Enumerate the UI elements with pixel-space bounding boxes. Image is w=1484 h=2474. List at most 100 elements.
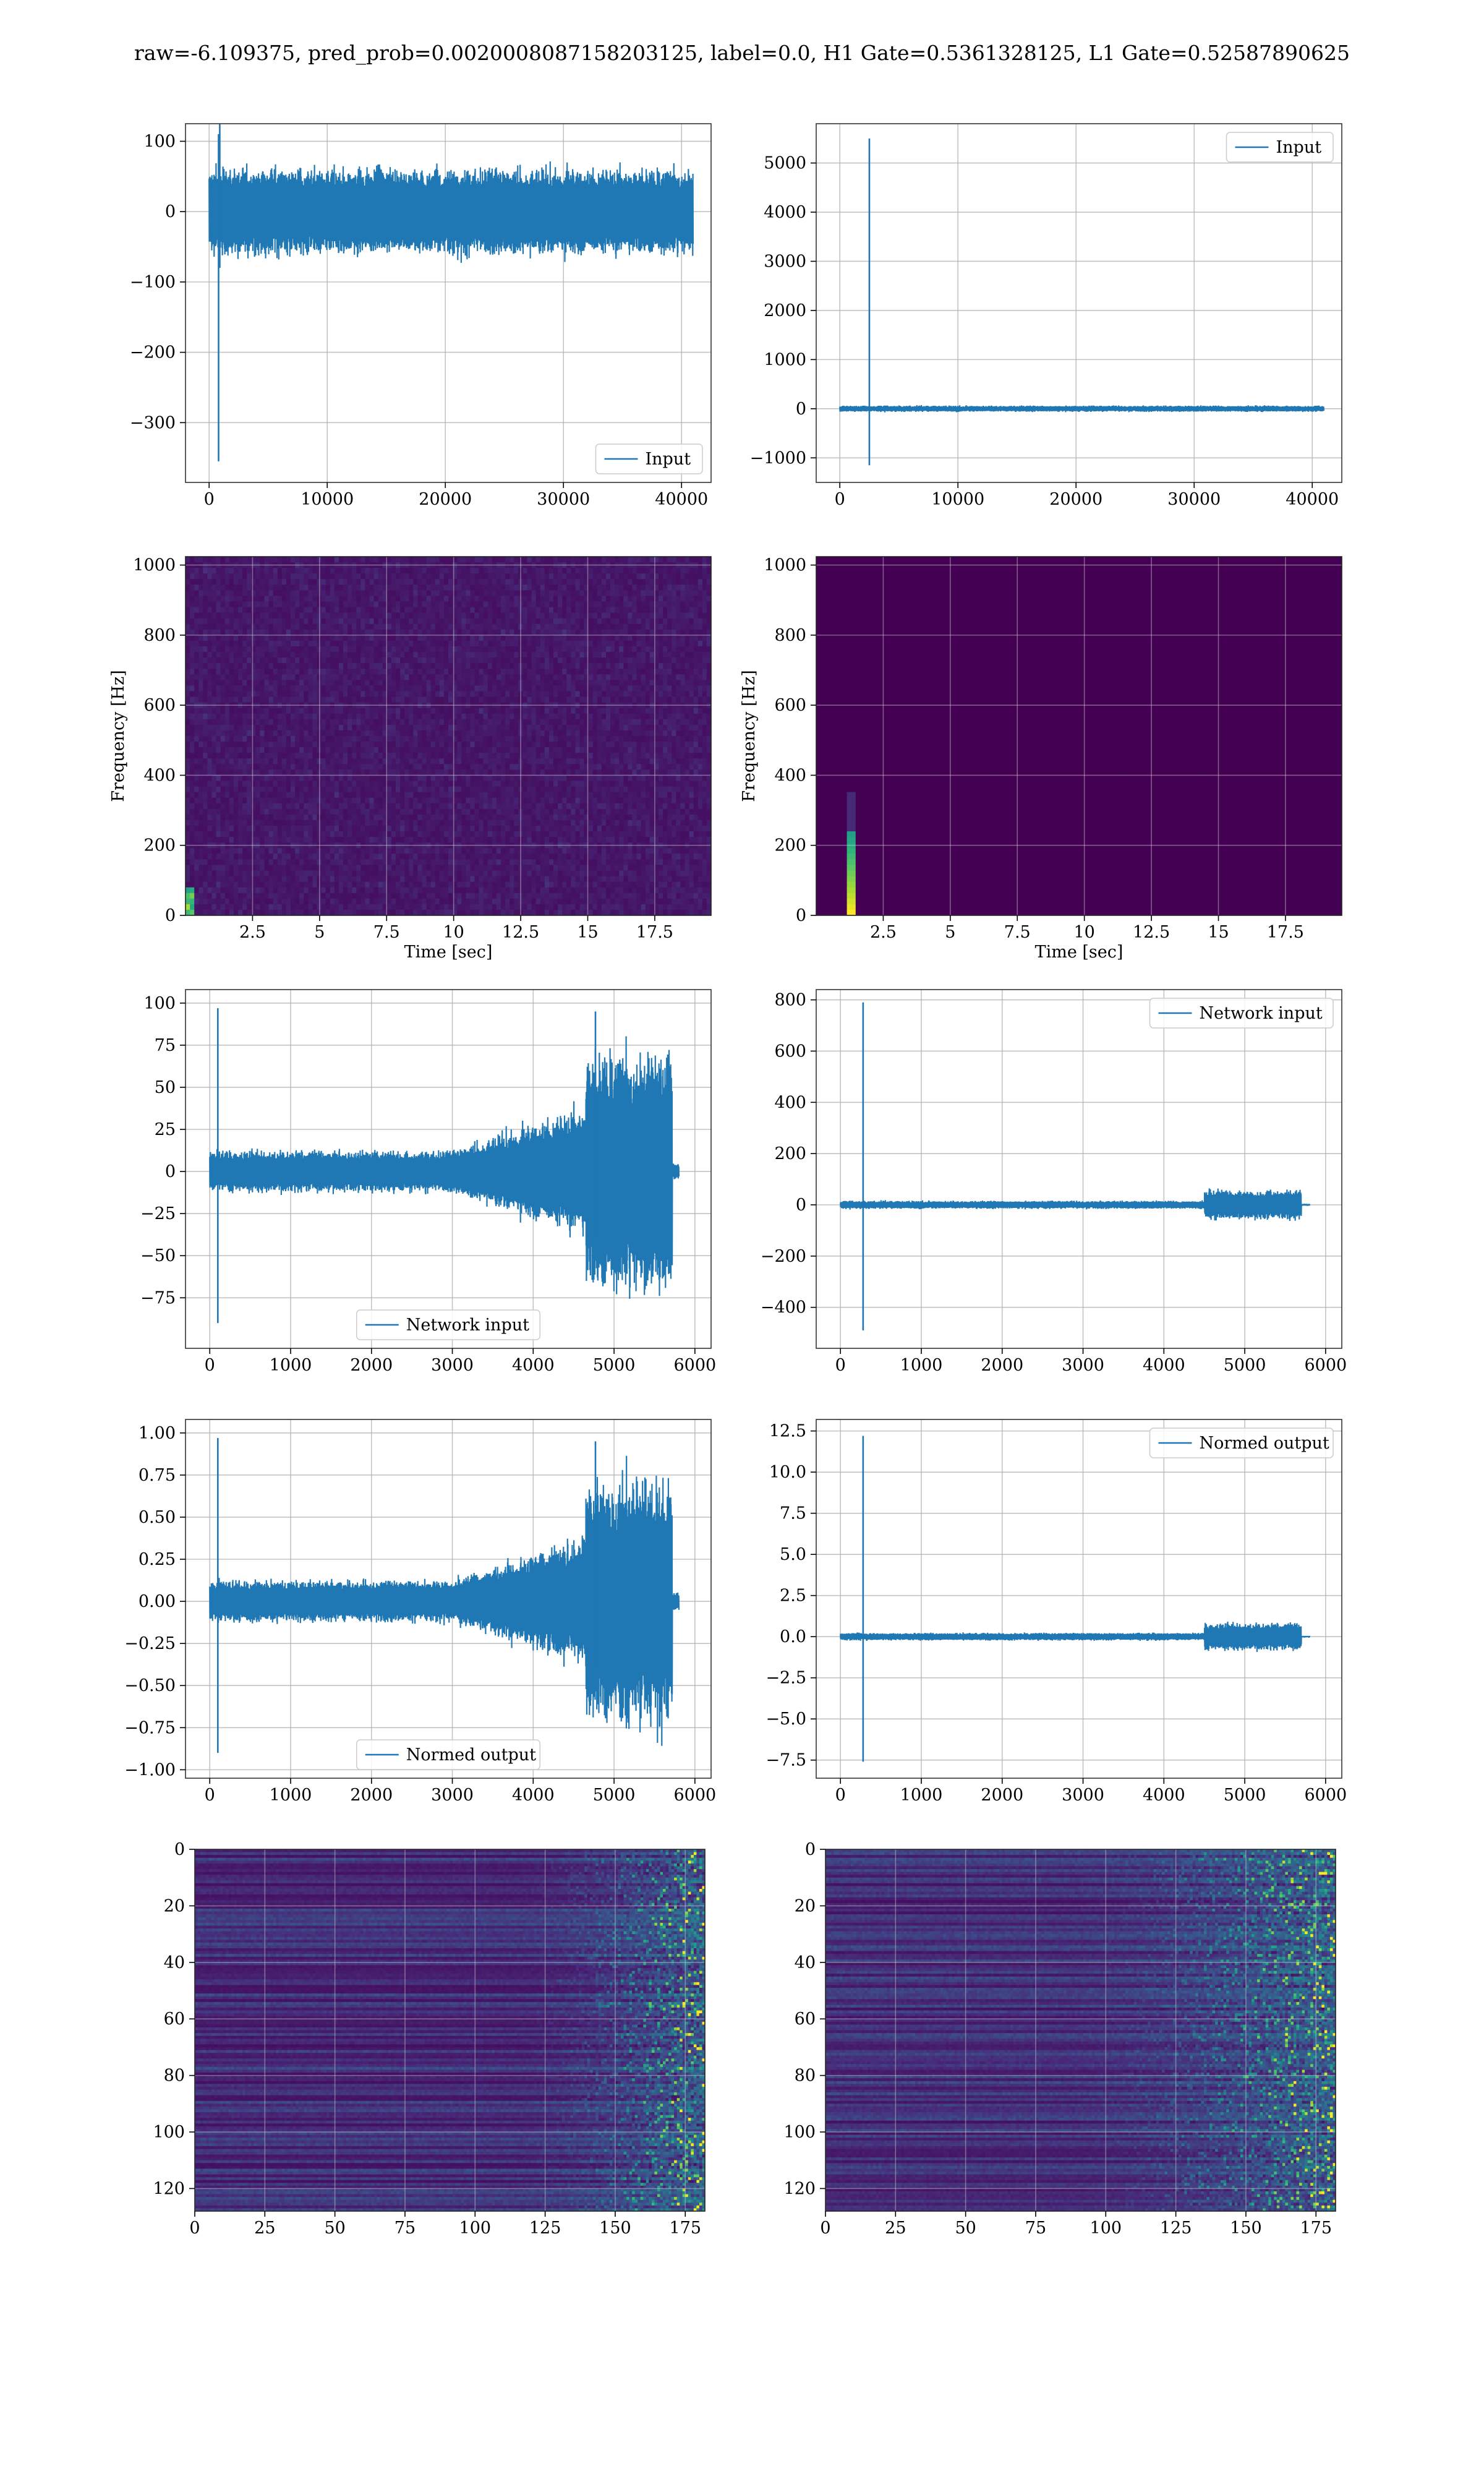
h1-normed-output-legend-label: Normed output xyxy=(406,1745,536,1765)
h1-input-xtick-label: 0 xyxy=(204,490,215,509)
l1-normed-output-ytick-label: 2.5 xyxy=(780,1586,806,1606)
l1-network-input-xtick-label: 3000 xyxy=(1062,1356,1104,1375)
h1-spectrogram-ytick-label: 1000 xyxy=(133,556,176,575)
l1-normed-output-series-line xyxy=(840,1622,1310,1652)
l1-spectrogram-xlabel: Time [sec] xyxy=(1035,943,1124,962)
l1-normed-output-xtick-label: 5000 xyxy=(1224,1786,1266,1805)
l1-spectrogram-xtick-label: 2.5 xyxy=(870,923,897,942)
h1-normed-output-ytick-label: −0.50 xyxy=(124,1676,176,1695)
h1-normed-output-xtick-label: 5000 xyxy=(593,1786,636,1805)
h1-spectrogram-xlabel: Time [sec] xyxy=(404,943,493,962)
h1-normed-output-ytick-label: −0.75 xyxy=(124,1718,176,1737)
l1-feature-map-ytick-label: 20 xyxy=(795,1896,816,1915)
h1-spectrogram-ytick-label: 400 xyxy=(143,766,176,785)
h1-normed-output-xtick-label: 3000 xyxy=(431,1786,474,1805)
l1-feature-map-xtick-label: 0 xyxy=(820,2219,830,2238)
h1-network-input-ytick-label: −75 xyxy=(140,1288,176,1308)
l1-normed-output-ytick-label: 10.0 xyxy=(769,1463,806,1482)
h1-normed-output-xtick-label: 1000 xyxy=(270,1786,312,1805)
l1-network-input-xtick-label: 6000 xyxy=(1304,1356,1347,1375)
h1-spectrogram-ytick-label: 0 xyxy=(165,906,176,925)
h1-feature-map-ytick-label: 40 xyxy=(164,1953,185,1972)
l1-input-ytick-label: −1000 xyxy=(750,448,806,468)
h1-network-input-ytick-label: −25 xyxy=(140,1204,176,1223)
h1-normed-output-ytick-label: 0.50 xyxy=(139,1508,176,1527)
l1-normed-output-xtick-label: 0 xyxy=(835,1786,846,1805)
h1-input-xtick-label: 40000 xyxy=(655,490,708,509)
l1-spectrogram-xtick-label: 10 xyxy=(1073,923,1094,942)
l1-input-xtick-label: 40000 xyxy=(1286,490,1339,509)
h1-input-xtick-label: 10000 xyxy=(301,490,354,509)
h1-feature-map-xtick-label: 25 xyxy=(254,2219,275,2238)
h1-feature-map-xtick-label: 50 xyxy=(324,2219,345,2238)
l1-feature-map-xtick-label: 50 xyxy=(955,2219,976,2238)
h1-network-input-ytick-label: −50 xyxy=(140,1246,176,1265)
h1-input-ytick-label: 0 xyxy=(165,202,176,221)
h1-input-ytick-label: −100 xyxy=(130,273,176,292)
h1-normed-output-ytick-label: −1.00 xyxy=(124,1760,176,1779)
h1-normed-output-xtick-label: 4000 xyxy=(512,1786,555,1805)
h1-feature-map-xtick-label: 150 xyxy=(599,2219,631,2238)
l1-network-input-xtick-label: 1000 xyxy=(900,1356,943,1375)
h1-network-input-ytick-label: 100 xyxy=(143,994,176,1013)
l1-network-input-ytick-label: 0 xyxy=(796,1196,806,1215)
l1-spectrogram-xtick-label: 5 xyxy=(945,923,955,942)
h1-normed-output-series-line xyxy=(210,1456,679,1746)
l1-input-ytick-label: 0 xyxy=(796,400,806,419)
l1-normed-output-ytick-label: 7.5 xyxy=(780,1504,806,1523)
h1-network-input-xtick-label: 2000 xyxy=(350,1356,393,1375)
h1-normed-output-xtick-label: 6000 xyxy=(673,1786,716,1805)
h1-input-ytick-label: 100 xyxy=(143,132,176,151)
l1-spectrogram-xtick-label: 17.5 xyxy=(1267,923,1304,942)
h1-spectrogram-xtick-label: 10 xyxy=(443,923,464,942)
l1-network-input-xtick-label: 2000 xyxy=(981,1356,1023,1375)
h1-feature-map-ytick-label: 20 xyxy=(164,1896,185,1915)
l1-network-input-ytick-label: 400 xyxy=(774,1093,806,1112)
l1-feature-map-xtick-label: 125 xyxy=(1160,2219,1192,2238)
l1-feature-map-xtick-label: 150 xyxy=(1230,2219,1262,2238)
h1-feature-map-ytick-label: 80 xyxy=(164,2066,185,2086)
l1-network-input-xtick-label: 4000 xyxy=(1143,1356,1185,1375)
h1-input-legend-label: Input xyxy=(646,450,691,469)
l1-normed-output-legend-label: Normed output xyxy=(1200,1434,1329,1453)
l1-network-input-xtick-label: 5000 xyxy=(1224,1356,1266,1375)
h1-network-input-xtick-label: 5000 xyxy=(593,1356,636,1375)
l1-network-input-ytick-label: −400 xyxy=(761,1298,806,1317)
h1-spectrogram-xtick-label: 5 xyxy=(314,923,325,942)
h1-spectrogram-cells xyxy=(186,557,712,916)
h1-input-ytick-label: −200 xyxy=(130,343,176,362)
l1-input-axes-frame xyxy=(816,124,1342,482)
h1-spectrogram-xtick-label: 12.5 xyxy=(502,923,539,942)
h1-network-input-xtick-label: 3000 xyxy=(431,1356,474,1375)
l1-normed-output-xtick-label: 1000 xyxy=(900,1786,943,1805)
l1-feature-map-ytick-label: 40 xyxy=(795,1953,816,1972)
h1-normed-output-xtick-label: 0 xyxy=(205,1786,215,1805)
h1-feature-map-xtick-label: 125 xyxy=(529,2219,561,2238)
l1-spectrogram-ylabel: Frequency [Hz] xyxy=(740,670,759,802)
h1-feature-map-cells xyxy=(195,1849,706,2212)
l1-input-ytick-label: 5000 xyxy=(764,154,806,173)
h1-feature-map-xtick-label: 75 xyxy=(394,2219,416,2238)
l1-input-grid xyxy=(816,124,1342,482)
l1-feature-map-ytick-label: 100 xyxy=(783,2123,816,2142)
h1-input-series-line xyxy=(209,161,693,263)
l1-spectrogram-ytick-label: 0 xyxy=(796,906,806,925)
h1-input-ytick-label: −300 xyxy=(130,413,176,432)
l1-spectrogram-plot: 2.5 5 7.5 10 12.5 15 17.510008006004002000Time… xyxy=(740,556,1342,962)
l1-feature-map-xtick-label: 25 xyxy=(885,2219,906,2238)
h1-network-input-legend: Network input xyxy=(357,1310,540,1340)
l1-network-input-grid xyxy=(816,990,1342,1348)
h1-normed-output-ytick-label: 1.00 xyxy=(139,1424,176,1443)
h1-normed-output-ytick-label: −0.25 xyxy=(124,1634,176,1653)
l1-network-input-plot: 0 1000 2000 3000 4000 5000 60008006004002000−2… xyxy=(761,990,1347,1375)
h1-input-legend: Input xyxy=(596,444,703,474)
h1-feature-map-xtick-label: 0 xyxy=(189,2219,200,2238)
l1-input-ytick-label: 1000 xyxy=(764,350,806,369)
h1-spectrogram-xtick-label: 15 xyxy=(577,923,598,942)
l1-normed-output-xtick-label: 6000 xyxy=(1304,1786,1347,1805)
h1-spectrogram-ytick-label: 800 xyxy=(143,626,176,645)
l1-input-xtick-label: 30000 xyxy=(1167,490,1221,509)
h1-network-input-xtick-label: 6000 xyxy=(673,1356,716,1375)
